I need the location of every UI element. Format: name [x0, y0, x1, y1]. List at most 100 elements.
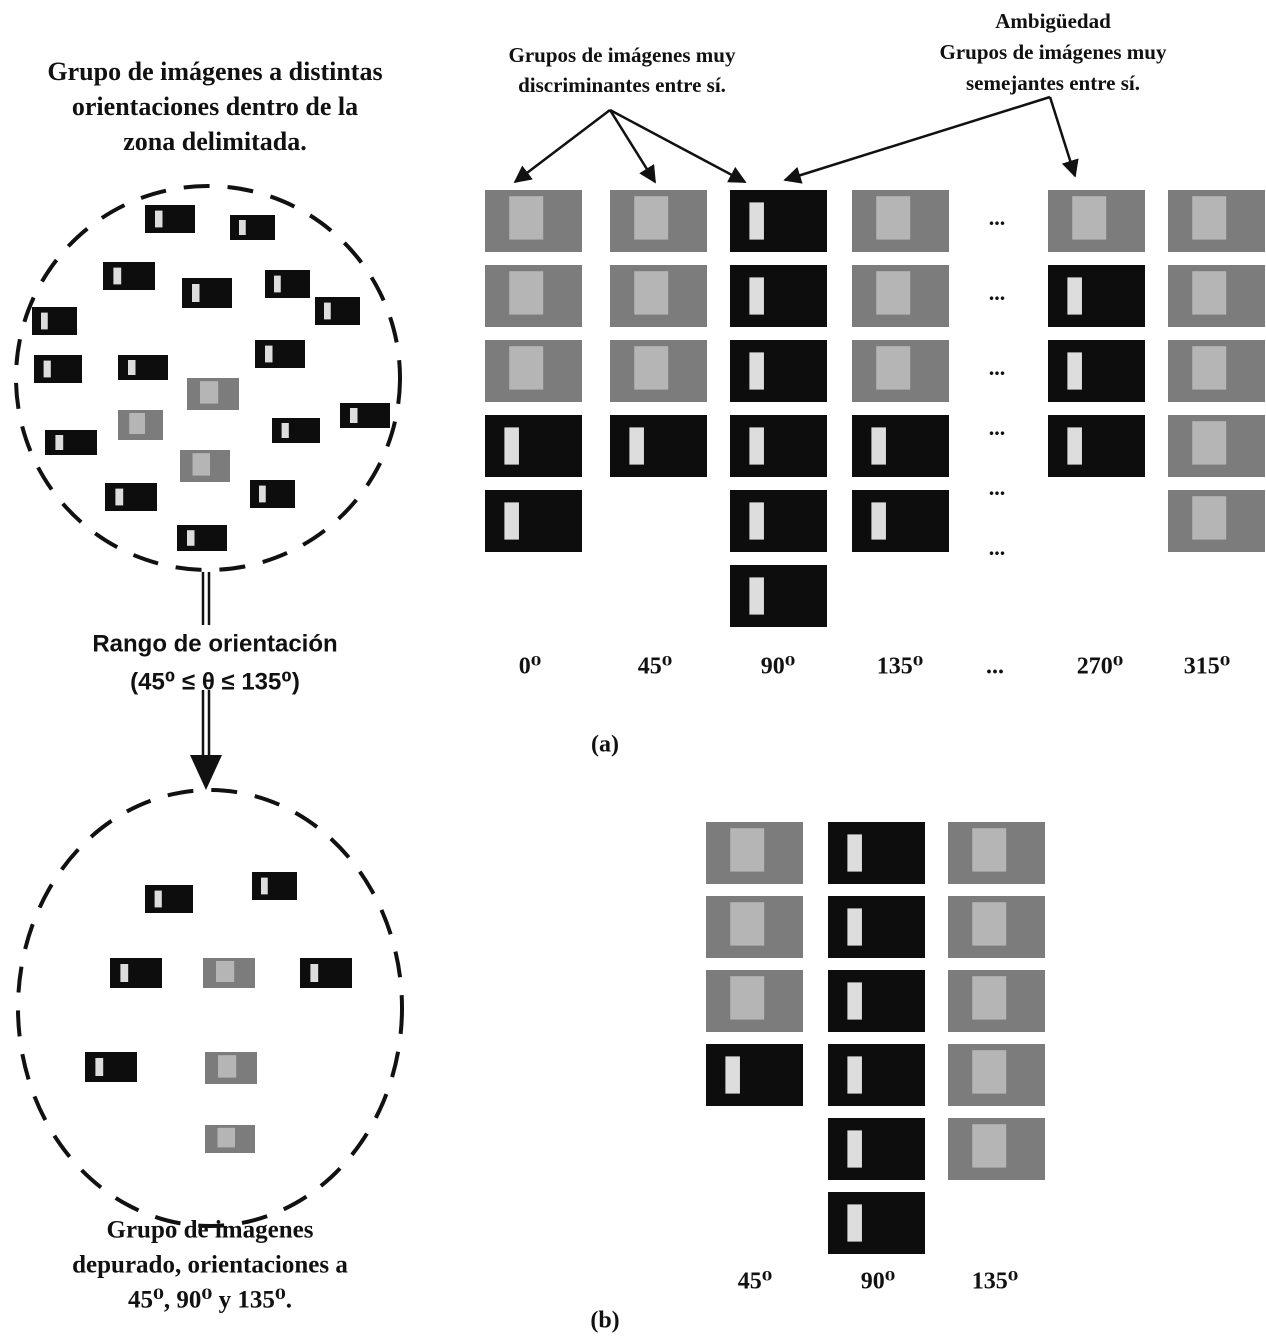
thumbnail-detail	[187, 530, 195, 546]
thumbnail-detail	[1192, 196, 1226, 239]
thumbnail-detail	[730, 828, 764, 871]
thumbnail	[182, 278, 232, 308]
thumbnail-detail	[1192, 421, 1226, 464]
thumbnail-detail	[509, 271, 543, 314]
thumbnail-detail	[218, 1128, 236, 1148]
thumbnail-detail	[876, 271, 910, 314]
thumbnail-detail	[725, 1056, 740, 1093]
thumbnail	[610, 415, 707, 477]
thumbnail-detail	[749, 202, 764, 239]
thumbnail-detail	[629, 427, 644, 464]
thumbnail-detail	[350, 408, 358, 423]
caption-line: Grupo de imágenes	[107, 1217, 314, 1244]
thumbnail-detail	[871, 502, 886, 539]
thumbnail	[85, 1052, 137, 1082]
thumbnail-detail	[749, 352, 764, 389]
thumbnail-detail	[216, 961, 234, 982]
thumbnail-detail	[274, 276, 281, 293]
thumbnail-detail	[129, 413, 145, 434]
thumbnail-detail	[324, 303, 331, 320]
thumbnail-detail	[115, 489, 123, 506]
thumbnail-detail	[95, 1058, 103, 1076]
thumbnail-detail	[634, 271, 668, 314]
thumbnail	[828, 1118, 925, 1180]
thumbnail-detail	[1067, 277, 1082, 314]
annotation-line: Grupos de imágenes muy	[940, 40, 1167, 64]
thumbnail	[250, 480, 295, 508]
refined-zone-circle	[18, 790, 402, 1226]
thumbnail-detail	[41, 313, 48, 330]
thumbnail-detail	[1072, 196, 1106, 239]
title-line: orientaciones dentro de la	[72, 92, 358, 121]
thumbnail-detail	[509, 196, 543, 239]
thumbnail-detail	[730, 902, 764, 945]
column-label: 270⁰	[1077, 654, 1124, 680]
thumbnail	[272, 418, 320, 443]
thumbnail	[828, 970, 925, 1032]
thumbnail-detail	[847, 1204, 862, 1241]
thumbnail-detail	[847, 834, 862, 871]
thumbnail	[828, 896, 925, 958]
thumbnail-detail	[1067, 352, 1082, 389]
title-line: zona delimitada.	[123, 127, 306, 156]
thumbnail-detail	[749, 577, 764, 614]
thumbnail	[252, 872, 297, 900]
thumbnail-detail	[749, 427, 764, 464]
arrow	[610, 110, 745, 182]
column-label: 45⁰	[738, 1269, 773, 1295]
thumbnail-detail	[265, 346, 273, 363]
thumbnail	[828, 1192, 925, 1254]
thumbnail-detail	[192, 284, 200, 302]
thumbnail-detail	[128, 360, 136, 375]
thumbnail-detail	[972, 902, 1006, 945]
thumbnail	[230, 215, 275, 240]
thumbnail-detail	[749, 277, 764, 314]
thumbnail-detail	[261, 878, 268, 895]
thumbnail	[265, 270, 310, 298]
thumbnail	[730, 490, 827, 552]
arrow	[1050, 97, 1075, 176]
column-label: ...	[986, 654, 1004, 680]
thumbnail	[730, 340, 827, 402]
arrow-head	[190, 755, 222, 790]
thumbnail-detail	[1067, 427, 1082, 464]
thumbnail	[255, 340, 305, 368]
annotation-line: Grupos de imágenes muy	[509, 43, 736, 67]
thumbnail-detail	[972, 1050, 1006, 1093]
thumbnail-detail	[634, 346, 668, 389]
thumbnail-detail	[847, 1056, 862, 1093]
thumbnail	[730, 565, 827, 627]
title-line: Grupo de imágenes a distintas	[47, 57, 382, 86]
thumbnail	[32, 307, 77, 335]
thumbnail-detail	[113, 268, 121, 285]
thumbnail-detail	[155, 211, 163, 228]
diagram: Grupo de imágenes a distintas orientacion…	[0, 0, 1266, 1342]
thumbnail	[852, 415, 949, 477]
thumbnail	[34, 355, 82, 383]
thumbnail	[730, 415, 827, 477]
thumbnail-detail	[282, 423, 289, 438]
caption-line: 45⁰, 90⁰ y 135⁰.	[128, 1287, 292, 1314]
thumbnail	[118, 355, 168, 380]
arrow	[515, 110, 610, 182]
thumbnail	[828, 822, 925, 884]
thumbnail-detail	[1192, 496, 1226, 539]
thumbnail	[1048, 340, 1145, 402]
thumbnail-detail	[1192, 271, 1226, 314]
thumbnail-detail	[749, 502, 764, 539]
thumbnail-detail	[259, 486, 266, 503]
thumbnail	[1048, 415, 1145, 477]
thumbnail	[1048, 265, 1145, 327]
thumbnail-detail	[44, 361, 51, 378]
thumbnail-detail	[972, 1124, 1006, 1167]
thumbnail	[105, 483, 157, 511]
thumbnail-detail	[730, 976, 764, 1019]
thumbnail-detail	[504, 502, 519, 539]
panel-caption: (b)	[590, 1308, 619, 1334]
thumbnail	[485, 490, 582, 552]
thumbnail	[730, 190, 827, 252]
thumbnail	[145, 885, 193, 913]
thumbnail	[45, 430, 97, 455]
thumbnail-detail	[239, 220, 246, 235]
thumbnail	[852, 490, 949, 552]
